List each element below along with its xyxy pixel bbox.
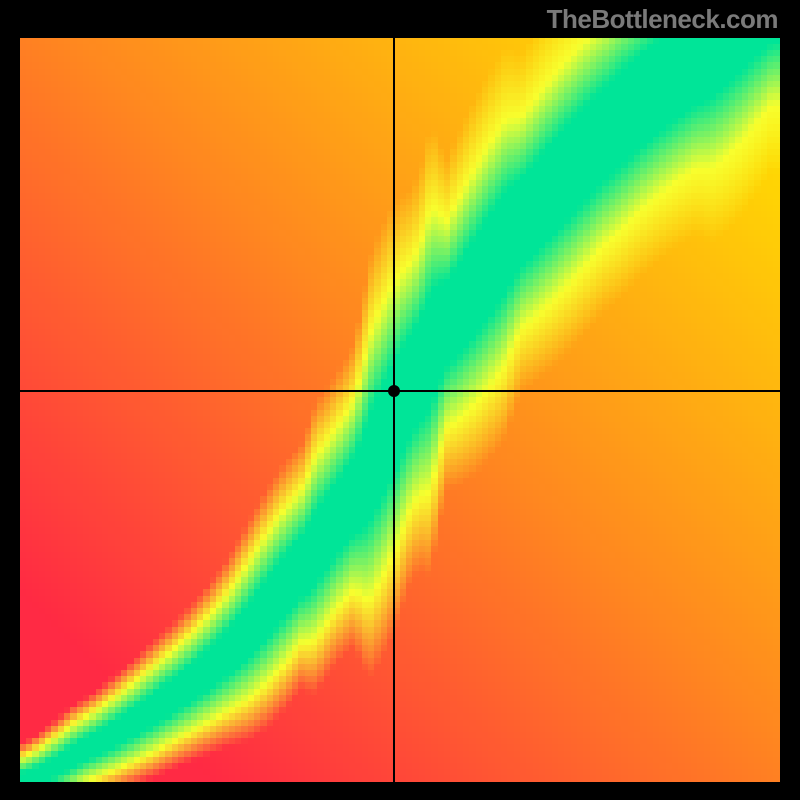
- chart-root: TheBottleneck.com: [0, 0, 800, 800]
- heatmap-canvas: [20, 38, 780, 782]
- watermark-text: TheBottleneck.com: [547, 4, 778, 35]
- plot-area: [20, 38, 780, 782]
